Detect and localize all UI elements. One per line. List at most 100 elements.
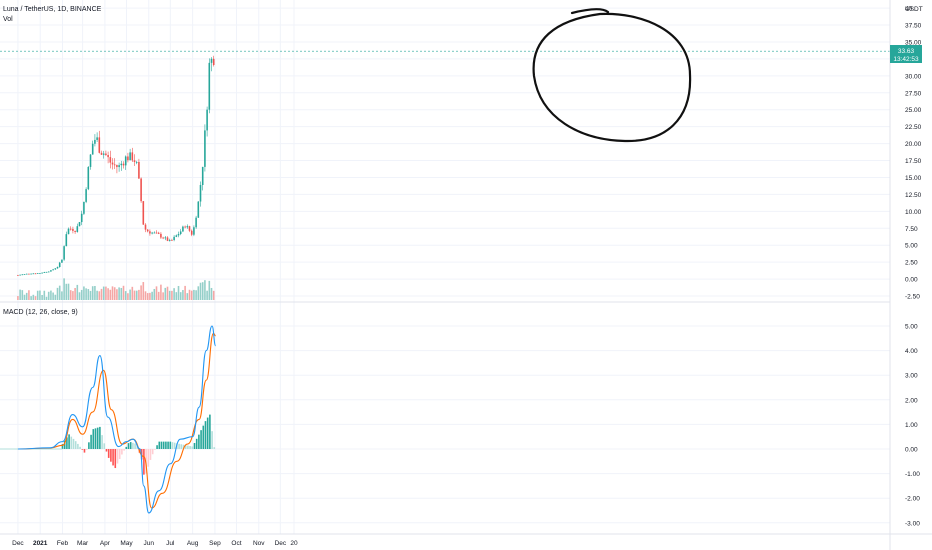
- macd-tick-label: 1.00: [905, 422, 918, 429]
- histogram-bar: [147, 449, 150, 467]
- histogram-bar: [213, 447, 216, 449]
- grid: [0, 0, 890, 534]
- histogram-bar: [160, 441, 163, 449]
- candle-body: [124, 156, 127, 166]
- candle-body: [133, 160, 136, 162]
- volume-bar: [151, 291, 153, 300]
- histogram-bar: [110, 449, 112, 462]
- histogram-bar: [143, 449, 145, 475]
- volume-bar: [74, 287, 76, 300]
- histogram-bar: [85, 449, 88, 450]
- volume-bar: [85, 288, 87, 300]
- time-tick-label: Apr: [100, 540, 111, 547]
- volume-bar: [122, 285, 125, 300]
- candle-body: [41, 272, 43, 274]
- volume-bar: [36, 290, 39, 300]
- volume-bar: [201, 282, 204, 300]
- candle-body: [166, 237, 169, 241]
- price-axis[interactable]: 4037.5035.0032.5030.0027.5025.0022.5020.…: [905, 6, 922, 301]
- histogram-bar: [103, 443, 106, 449]
- volume-bar: [102, 286, 105, 300]
- histogram-bar: [70, 436, 73, 449]
- histogram-bar: [151, 449, 154, 455]
- histogram-bar: [66, 437, 68, 449]
- volume-bar: [184, 285, 186, 300]
- candle-body: [160, 233, 162, 238]
- candle-body: [34, 273, 37, 275]
- price-tick-label: 37.50: [905, 23, 922, 30]
- candle-body: [204, 130, 206, 167]
- candle-body: [30, 273, 32, 275]
- volume-bar: [100, 288, 103, 300]
- volume-bar: [160, 284, 162, 300]
- volume-bar: [124, 291, 127, 300]
- volume-bar: [56, 287, 59, 300]
- volume-bar: [175, 292, 178, 300]
- histogram-bar: [193, 443, 196, 449]
- price-badge-countdown: 13:42:53: [893, 56, 919, 63]
- candle-body: [140, 178, 142, 202]
- candle-body: [168, 239, 171, 241]
- histogram-bar: [77, 443, 79, 449]
- volume-bar: [76, 284, 79, 300]
- candle-body: [94, 139, 96, 144]
- time-tick-label: Oct: [231, 540, 241, 547]
- macd-tick-label: 3.00: [905, 373, 918, 380]
- candle-body: [61, 259, 63, 263]
- volume-bar: [204, 280, 206, 300]
- volume-bar: [47, 291, 50, 300]
- candle-body: [107, 155, 109, 158]
- volume-bar: [210, 287, 213, 300]
- candle-body: [182, 226, 184, 232]
- price-badge-value: 33.63: [898, 48, 915, 55]
- macd-tick-label: -3.00: [905, 520, 920, 527]
- histogram-bar: [191, 446, 194, 449]
- histogram-bar: [180, 444, 183, 449]
- hand-drawn-circle[interactable]: [532, 8, 692, 143]
- volume-bar: [21, 290, 24, 300]
- macd-tick-label: 2.00: [905, 397, 918, 404]
- histogram-bar: [156, 445, 158, 449]
- volume-bar: [30, 296, 32, 300]
- candle-body: [52, 269, 54, 271]
- volume-bar: [193, 289, 195, 300]
- volume-bar: [96, 290, 98, 300]
- volume-bar: [173, 288, 175, 300]
- histogram-bar: [88, 442, 90, 449]
- candle-body: [153, 232, 156, 234]
- histogram-bar: [61, 444, 64, 449]
- histogram-bar: [116, 449, 119, 464]
- volume-bar: [133, 290, 136, 300]
- candle-body: [179, 231, 182, 235]
- candle-body: [69, 228, 72, 230]
- time-tick-label: May: [120, 540, 133, 547]
- time-axis[interactable]: Dec 2021 Feb Mar Apr May Jun Jul Aug Sep Oct Nov Dec…: [12, 540, 298, 547]
- candle-body: [151, 232, 153, 234]
- price-tick-label: 20.00: [905, 141, 922, 148]
- histogram-bar: [81, 449, 84, 450]
- candle-body: [190, 230, 193, 235]
- candle-body: [193, 227, 195, 235]
- time-tick-label: Sep: [209, 540, 221, 547]
- volume-bar: [146, 293, 149, 300]
- histogram-bar: [154, 449, 156, 450]
- volume-bar: [199, 282, 202, 300]
- volume-bar: [105, 286, 107, 300]
- candle-body: [144, 224, 147, 230]
- price-tick-label: 5.00: [905, 243, 918, 250]
- candle-body: [47, 271, 50, 273]
- price-tick-label: 30.00: [905, 73, 922, 80]
- candle-body: [72, 228, 74, 231]
- price-tick-label: 35.00: [905, 39, 922, 46]
- macd-axis[interactable]: 5.00 4.00 3.00 2.00 1.00 0.00 -1.00 -2.00 -3.00: [905, 324, 920, 528]
- histogram-bar: [123, 449, 125, 451]
- histogram-bar: [99, 426, 101, 449]
- volume-bar: [212, 290, 215, 300]
- candle-body: [162, 237, 164, 239]
- candle-body: [63, 246, 65, 260]
- candle-body: [19, 274, 21, 276]
- volume-bar: [78, 292, 81, 300]
- macd-histogram: [0, 414, 216, 475]
